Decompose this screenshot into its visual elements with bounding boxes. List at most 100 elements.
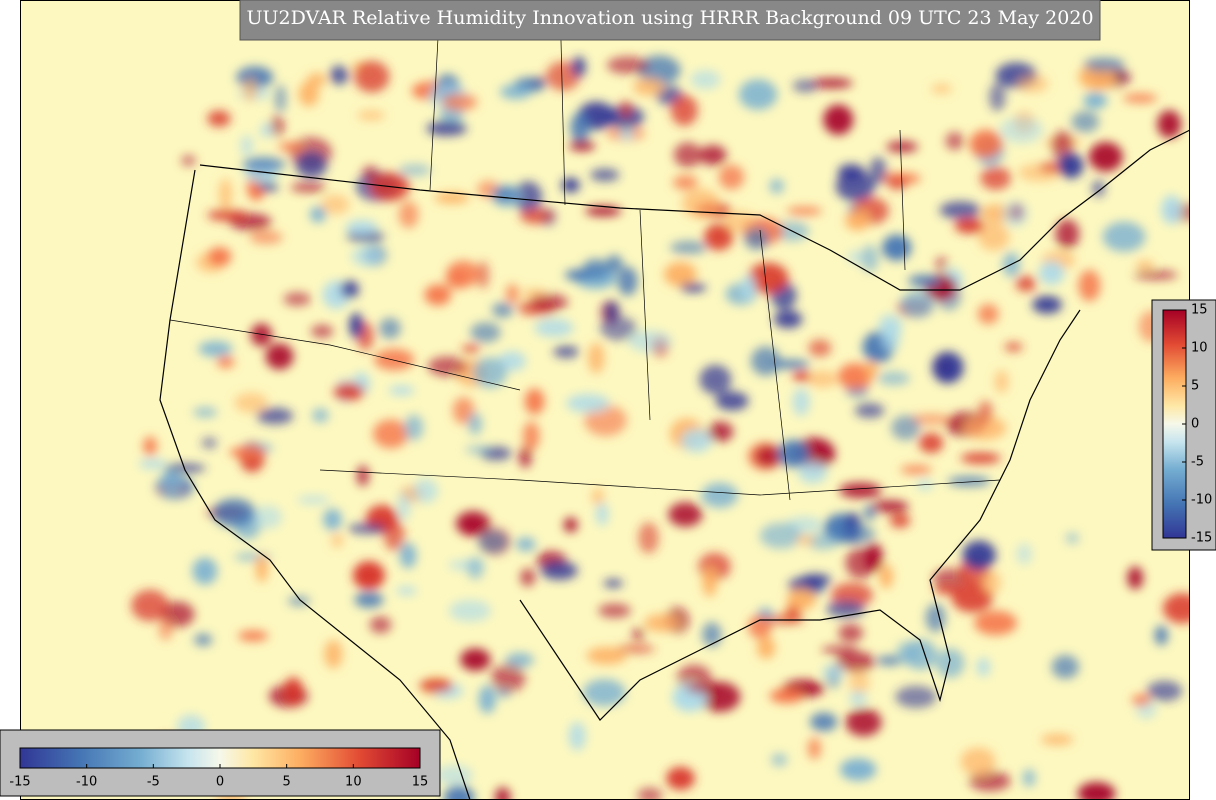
field-blob: [628, 330, 672, 352]
field-blob: [570, 112, 590, 143]
field-blob: [603, 579, 623, 588]
field-blob: [465, 445, 492, 455]
field-blob: [690, 70, 721, 90]
field-blob: [931, 83, 953, 94]
field-blob: [891, 415, 921, 441]
field-blob: [398, 201, 419, 229]
field-blob: [237, 630, 269, 642]
field-blob: [934, 585, 962, 595]
field-blob: [787, 587, 817, 610]
field-blob: [887, 177, 907, 191]
colorbar-tick-label: 0: [216, 775, 224, 790]
title-box: [239, 0, 1101, 41]
field-blob: [229, 446, 266, 458]
field-blob: [274, 84, 287, 113]
field-blob: [473, 357, 508, 388]
field-blob: [1134, 270, 1178, 280]
field-blob: [849, 691, 867, 706]
field-blob: [340, 280, 359, 299]
field-blob: [467, 556, 484, 580]
field-blob: [701, 482, 739, 508]
field-blob: [357, 110, 386, 121]
field-blob: [617, 266, 638, 296]
field-blob: [354, 591, 384, 608]
field-blob: [637, 55, 681, 86]
field-blob: [449, 599, 492, 622]
field-blob: [529, 293, 569, 311]
field-blob: [515, 537, 536, 552]
field-blob: [379, 317, 401, 340]
field-blob: [207, 110, 231, 127]
colorbar-tick-label: 5: [283, 775, 291, 790]
colorbar-tick-label: 10: [1191, 341, 1208, 356]
field-blob: [773, 310, 803, 329]
field-blob: [1065, 532, 1080, 544]
field-blob: [352, 561, 385, 590]
field-blob: [981, 570, 1001, 595]
field-blob: [427, 356, 467, 377]
field-blob: [470, 322, 501, 343]
field-blob: [969, 129, 1003, 159]
field-blob: [882, 234, 912, 261]
field-blob: [1040, 733, 1074, 746]
field-blob: [242, 157, 286, 172]
field-blob: [520, 568, 536, 587]
field-blob: [1051, 130, 1074, 161]
field-blob: [347, 523, 386, 534]
field-blob: [974, 610, 1018, 636]
field-blob: [568, 721, 586, 751]
field-blob: [455, 511, 491, 537]
field-blob: [947, 476, 991, 487]
field-blob: [900, 291, 935, 318]
field-blob: [616, 644, 655, 654]
field-blob: [1016, 543, 1033, 565]
field-blob: [670, 94, 698, 126]
field-blob: [747, 262, 789, 294]
field-blob: [468, 412, 482, 435]
field-blob: [871, 500, 909, 513]
field-blob: [704, 223, 734, 251]
field-blob: [699, 364, 732, 395]
field-blob: [838, 624, 864, 643]
colorbar-tick-label: -15: [1191, 531, 1212, 546]
field-blob: [373, 348, 415, 371]
field-blob: [977, 303, 999, 325]
field-blob: [877, 371, 910, 386]
field-blob: [198, 341, 233, 357]
field-blob: [681, 188, 720, 219]
field-blob: [879, 564, 894, 589]
field-blob: [935, 256, 948, 271]
field-blob: [478, 685, 496, 714]
field-blob: [715, 391, 749, 411]
field-blob: [878, 314, 903, 339]
field-blob: [383, 520, 405, 551]
field-blob: [839, 758, 877, 781]
field-blob: [876, 656, 903, 666]
field-blob: [295, 151, 328, 179]
field-blob: [586, 646, 628, 665]
field-blob: [193, 633, 213, 646]
field-blob: [632, 77, 665, 96]
field-blob: [298, 81, 319, 107]
field-blob: [505, 283, 519, 304]
colorbar-tick-label: -5: [1191, 455, 1204, 470]
field-blob: [1002, 201, 1028, 227]
field-blob: [426, 121, 467, 136]
field-blob: [837, 164, 865, 181]
field-blob: [396, 586, 417, 596]
field-blob: [323, 508, 342, 531]
field-blob: [848, 670, 870, 695]
field-blob: [491, 302, 514, 318]
field-blob: [798, 460, 828, 484]
field-blob: [822, 664, 844, 681]
field-blob: [192, 557, 218, 585]
field-blob: [744, 227, 769, 250]
field-blob: [256, 407, 294, 425]
field-blob: [796, 534, 815, 546]
field-blob: [644, 613, 680, 633]
field-blob: [702, 622, 722, 647]
field-blob: [604, 301, 620, 321]
field-blob: [680, 428, 712, 453]
boundaries: [159, 0, 1190, 800]
field-blob: [345, 220, 378, 236]
